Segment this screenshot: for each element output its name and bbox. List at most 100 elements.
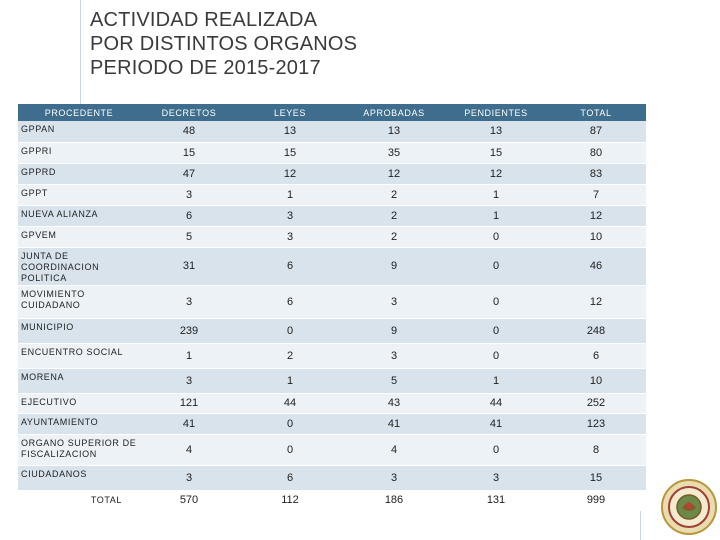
title-line-3: PERIODO DE 2015-2017 xyxy=(90,57,321,79)
table-row: AYUNTAMIENTO 41 0 41 41 123 xyxy=(18,413,646,435)
cell-total: 252 xyxy=(546,393,646,414)
decorative-line xyxy=(80,0,81,110)
row-procedente: GPPAN xyxy=(18,121,140,143)
cell-total: 8 xyxy=(546,434,646,466)
table-row: NUEVA ALIANZA 6 3 2 1 12 xyxy=(18,205,646,227)
cell-pendientes: 0 xyxy=(446,285,546,319)
cell-leyes: 0 xyxy=(238,413,342,435)
table-row: JUNTA DE COORDINACION POLITICA 31 6 9 0 46 xyxy=(18,247,646,286)
cell-leyes: 6 xyxy=(238,465,342,491)
row-procedente: ENCUENTRO SOCIAL xyxy=(18,343,140,369)
cell-pendientes: 15 xyxy=(446,142,546,164)
cell-pendientes: 0 xyxy=(446,434,546,466)
cell-pendientes: 3 xyxy=(446,465,546,491)
table-row: MOVIMIENTO CUIDADANO 3 6 3 0 12 xyxy=(18,285,646,319)
row-procedente: MUNICIPIO xyxy=(18,318,140,344)
cell-decretos: 3 xyxy=(140,184,238,206)
cell-aprobadas: 41 xyxy=(342,413,446,435)
cell-total: 87 xyxy=(546,121,646,143)
cell-leyes: 6 xyxy=(238,247,342,286)
cell-decretos: 3 xyxy=(140,285,238,319)
cell-decretos: 47 xyxy=(140,163,238,185)
table-row: MUNICIPIO 239 0 9 0 248 xyxy=(18,318,646,344)
cell-aprobadas: 3 xyxy=(342,343,446,369)
cell-pendientes: 0 xyxy=(446,247,546,286)
cell-aprobadas: 3 xyxy=(342,285,446,319)
row-procedente: EJECUTIVO xyxy=(18,393,140,414)
cell-decretos: 1 xyxy=(140,343,238,369)
cell-total: 12 xyxy=(546,205,646,227)
table-row: MORENA 3 1 5 1 10 xyxy=(18,368,646,394)
cell-aprobadas: 12 xyxy=(342,163,446,185)
row-procedente: ORGANO SUPERIOR DE FISCALIZACION xyxy=(18,434,140,466)
table-row: GPVEM 5 3 2 0 10 xyxy=(18,226,646,248)
cell-leyes: 2 xyxy=(238,343,342,369)
row-procedente: JUNTA DE COORDINACION POLITICA xyxy=(18,247,140,286)
table-row: GPPAN 48 13 13 13 87 xyxy=(18,121,646,143)
cell-aprobadas: 5 xyxy=(342,368,446,394)
cell-decretos: 121 xyxy=(140,393,238,414)
row-procedente: NUEVA ALIANZA xyxy=(18,205,140,227)
cell-leyes: 44 xyxy=(238,393,342,414)
title-line-1: ACTIVIDAD REALIZADA xyxy=(90,9,318,31)
cell-decretos: 6 xyxy=(140,205,238,227)
header-aprobadas: APROBADAS xyxy=(342,104,446,121)
cell-leyes: 3 xyxy=(238,226,342,248)
cell-leyes: 0 xyxy=(238,318,342,344)
cell-leyes: 12 xyxy=(238,163,342,185)
cell-aprobadas: 35 xyxy=(342,142,446,164)
cell-aprobadas: 2 xyxy=(342,226,446,248)
cell-leyes: 15 xyxy=(238,142,342,164)
table-row: CIUDADANOS 3 6 3 3 15 xyxy=(18,465,646,491)
cell-total: 6 xyxy=(546,343,646,369)
row-procedente: TOTAL xyxy=(18,490,140,511)
cell-pendientes: 44 xyxy=(446,393,546,414)
cell-decretos: 3 xyxy=(140,368,238,394)
cell-total: 46 xyxy=(546,247,646,286)
header-leyes: LEYES xyxy=(238,104,342,121)
cell-total: 12 xyxy=(546,285,646,319)
cell-total: 248 xyxy=(546,318,646,344)
cell-leyes: 112 xyxy=(238,490,342,511)
table-row: EJECUTIVO 121 44 43 44 252 xyxy=(18,393,646,414)
cell-pendientes: 13 xyxy=(446,121,546,143)
cell-aprobadas: 186 xyxy=(342,490,446,511)
cell-pendientes: 1 xyxy=(446,184,546,206)
cell-aprobadas: 4 xyxy=(342,434,446,466)
cell-total: 7 xyxy=(546,184,646,206)
cell-leyes: 0 xyxy=(238,434,342,466)
cell-total: 15 xyxy=(546,465,646,491)
row-procedente: GPPRD xyxy=(18,163,140,185)
cell-aprobadas: 3 xyxy=(342,465,446,491)
table-row: GPPRD 47 12 12 12 83 xyxy=(18,163,646,185)
cell-aprobadas: 9 xyxy=(342,247,446,286)
cell-total: 123 xyxy=(546,413,646,435)
cell-decretos: 48 xyxy=(140,121,238,143)
table-row: ENCUENTRO SOCIAL 1 2 3 0 6 xyxy=(18,343,646,369)
cell-decretos: 4 xyxy=(140,434,238,466)
cell-leyes: 1 xyxy=(238,184,342,206)
cell-decretos: 41 xyxy=(140,413,238,435)
cell-pendientes: 12 xyxy=(446,163,546,185)
cell-total: 10 xyxy=(546,226,646,248)
row-procedente: MORENA xyxy=(18,368,140,394)
row-procedente: GPPRI xyxy=(18,142,140,164)
cell-leyes: 13 xyxy=(238,121,342,143)
cell-leyes: 1 xyxy=(238,368,342,394)
cell-decretos: 31 xyxy=(140,247,238,286)
congress-seal-icon xyxy=(661,479,717,535)
cell-total: 80 xyxy=(546,142,646,164)
cell-pendientes: 0 xyxy=(446,226,546,248)
cell-decretos: 5 xyxy=(140,226,238,248)
cell-aprobadas: 13 xyxy=(342,121,446,143)
row-procedente: MOVIMIENTO CUIDADANO xyxy=(18,285,140,319)
cell-total: 999 xyxy=(546,490,646,511)
cell-total: 83 xyxy=(546,163,646,185)
cell-pendientes: 0 xyxy=(446,318,546,344)
table-row: GPPT 3 1 2 1 7 xyxy=(18,184,646,206)
header-pendientes: PENDIENTES xyxy=(446,104,546,121)
table-header-row: PROCEDENTE DECRETOS LEYES APROBADAS PEND… xyxy=(18,104,646,121)
cell-pendientes: 131 xyxy=(446,490,546,511)
header-decretos: DECRETOS xyxy=(140,104,238,121)
cell-decretos: 239 xyxy=(140,318,238,344)
